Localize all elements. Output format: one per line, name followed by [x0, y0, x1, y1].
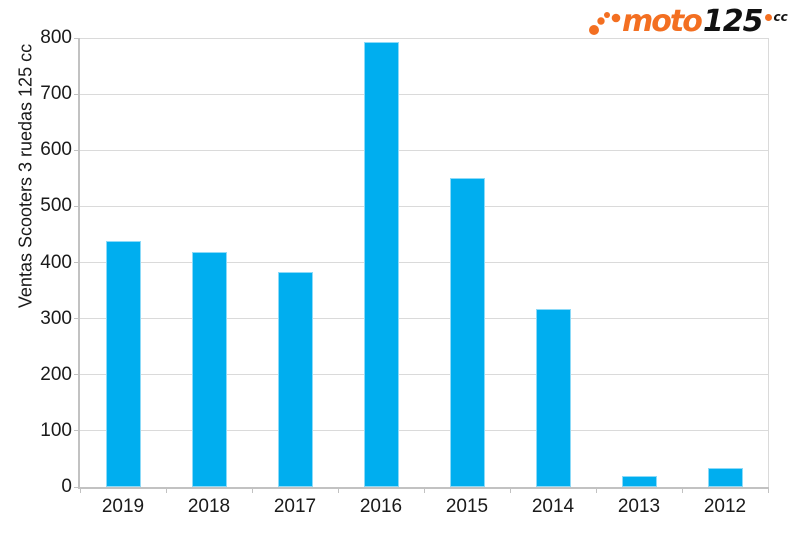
- x-axis-tick: [596, 487, 597, 493]
- x-axis-tick: [424, 487, 425, 493]
- y-axis-tick: [74, 430, 80, 432]
- x-axis-tick: [682, 487, 683, 493]
- x-axis-tick: [80, 487, 81, 493]
- y-axis-line: [78, 38, 80, 489]
- gridline: [80, 318, 768, 320]
- y-tick-label: 600: [40, 139, 72, 161]
- x-axis-tick: [768, 487, 769, 493]
- y-axis-tick: [74, 205, 80, 207]
- y-axis-tick: [74, 374, 80, 376]
- x-tick-label: 2014: [531, 496, 575, 517]
- gridline: [80, 93, 768, 95]
- bar-2016: [363, 42, 399, 487]
- logo-text-cc: cc: [773, 10, 788, 24]
- y-axis-tick: [74, 318, 80, 320]
- x-tick-label: 2016: [359, 496, 403, 517]
- x-axis-tick: [338, 487, 339, 493]
- bar-2018: [191, 252, 227, 487]
- x-tick-label: 2012: [703, 496, 747, 517]
- moto125-logo: moto 125 cc: [588, 5, 788, 39]
- x-axis-tick: [510, 487, 511, 493]
- logo-dots-icon: [589, 12, 621, 35]
- x-tick-label: 2013: [617, 496, 661, 517]
- y-tick-label: 700: [40, 83, 72, 105]
- x-tick-label: 2017: [273, 496, 317, 517]
- gridline: [80, 430, 768, 432]
- y-tick-label: 0: [61, 476, 72, 497]
- y-tick-label: 200: [40, 363, 72, 385]
- gridline: [80, 37, 768, 39]
- y-tick-label: 400: [40, 251, 72, 273]
- y-axis-tick: [74, 262, 80, 263]
- gridline: [80, 149, 768, 151]
- x-axis-tick: [252, 487, 253, 493]
- y-axis-tick: [74, 37, 80, 39]
- y-tick-label: 800: [40, 27, 72, 48]
- y-axis-tick: [74, 149, 80, 151]
- x-tick-label: 2018: [187, 496, 231, 517]
- bar-2017: [277, 272, 313, 487]
- logo-text-moto: moto: [622, 4, 703, 39]
- x-tick-label: 2015: [445, 496, 489, 517]
- x-axis-tick: [166, 487, 167, 493]
- bar-2013: [621, 475, 657, 487]
- y-tick-label: 100: [40, 419, 72, 441]
- bar-2019: [105, 241, 141, 487]
- gridline: [80, 262, 768, 263]
- logo-text-125: 125: [702, 4, 764, 39]
- y-axis-tick: [74, 486, 80, 488]
- logo-superscript: cc: [765, 10, 788, 24]
- y-axis-tick: [74, 93, 80, 95]
- bar-2015: [449, 177, 485, 487]
- x-tick-label: 2019: [101, 496, 145, 517]
- logo-dot-icon: [765, 13, 773, 21]
- bar-2014: [535, 308, 571, 487]
- plot-right-border: [768, 38, 769, 487]
- gridline: [80, 374, 768, 376]
- y-tick-label: 500: [40, 195, 72, 217]
- y-tick-label: 300: [40, 307, 72, 329]
- bar-2012: [707, 467, 743, 487]
- gridline: [80, 205, 768, 207]
